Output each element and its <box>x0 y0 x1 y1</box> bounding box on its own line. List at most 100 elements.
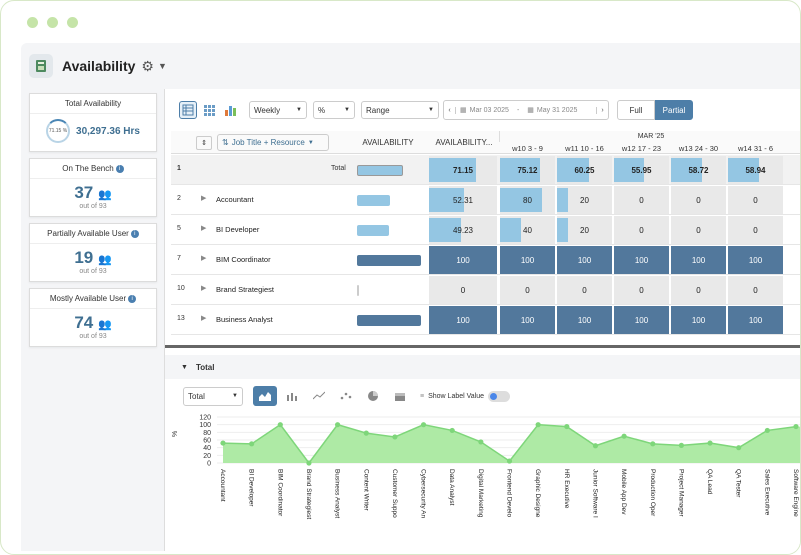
availability-cell[interactable]: 0 <box>614 186 669 214</box>
week-header[interactable]: w11 10 - 16 <box>565 143 604 153</box>
availability-cell[interactable]: 100 <box>500 306 555 334</box>
grid-view-button[interactable] <box>179 101 197 119</box>
availability-cell[interactable]: 0 <box>671 186 726 214</box>
chart-view-button[interactable] <box>221 101 239 119</box>
chevron-down-icon[interactable]: ▼ <box>157 61 167 71</box>
pie-chart-button[interactable] <box>361 386 385 406</box>
next-arrow-icon[interactable]: › <box>596 106 608 114</box>
availability-cell[interactable]: 0 <box>671 276 726 304</box>
table-row[interactable]: 5 ▶ BI Developer 49.23 40 20 0 0 0 <box>171 215 800 245</box>
row-index: 1 <box>177 165 181 172</box>
expand-arrow-icon[interactable]: ▶ <box>201 195 207 202</box>
heatmap-view-button[interactable] <box>200 101 218 119</box>
table-row[interactable]: 10 ▶ Brand Strategiest 0 0 0 0 0 0 <box>171 275 800 305</box>
date-to[interactable]: May 31 2025 <box>536 106 578 114</box>
availability-cell[interactable]: 0 <box>557 276 612 304</box>
chart-series-select[interactable]: Total ▼ <box>183 386 243 406</box>
y-tick-label: 20 <box>203 453 211 460</box>
availability-cell[interactable]: 55.95 <box>614 156 669 184</box>
line-chart-button[interactable] <box>307 386 331 406</box>
col-availability-pct[interactable]: AVAILABILITY... <box>435 138 493 147</box>
week-header[interactable]: w13 24 - 30 <box>678 143 719 153</box>
availability-cell[interactable]: 100 <box>671 306 726 334</box>
availability-cell[interactable]: 100 <box>728 246 783 274</box>
availability-cell[interactable]: 0 <box>728 186 783 214</box>
availability-cell[interactable]: 40 <box>500 216 555 244</box>
availability-cell[interactable]: 20 <box>557 216 612 244</box>
x-tick-label: QA Lead <box>706 469 713 495</box>
fill-bar <box>429 188 464 212</box>
availability-cell[interactable]: 49.23 <box>429 216 497 244</box>
availability-cell[interactable]: 58.72 <box>671 156 726 184</box>
info-icon[interactable]: i <box>128 294 137 303</box>
row-name: Accountant <box>216 195 254 204</box>
table-row[interactable]: 13 ▶ Business Analyst 100 100 100 100 100 100 <box>171 305 800 335</box>
availability-cell[interactable]: 100 <box>614 306 669 334</box>
expand-arrow-icon[interactable]: ▶ <box>201 255 207 262</box>
date-from[interactable]: Mar 03 2025 <box>469 106 509 114</box>
availability-cell[interactable]: 0 <box>671 216 726 244</box>
area-chart-button[interactable] <box>253 386 277 406</box>
table-row[interactable]: 7 ▶ BIM Coordinator 100 100 100 100 100 100 <box>171 245 800 275</box>
availability-cell[interactable]: 0 <box>728 276 783 304</box>
dot-icon[interactable] <box>27 17 38 28</box>
data-point <box>764 427 770 434</box>
unit-select[interactable]: % ▼ <box>313 101 355 119</box>
availability-cell[interactable]: 100 <box>671 246 726 274</box>
partial-toggle-button[interactable]: Partial <box>655 100 693 120</box>
y-tick-label: 40 <box>203 445 211 452</box>
table-row[interactable]: 1 Total 71.15 75.12 60.25 55.95 58.72 58.94 <box>171 155 800 185</box>
range-select[interactable]: Range ▼ <box>361 101 439 119</box>
collapse-icon[interactable]: ▼ <box>181 363 188 371</box>
bar-chart-button[interactable] <box>280 386 304 406</box>
expand-arrow-icon[interactable]: ▶ <box>201 285 207 292</box>
prev-arrow-icon[interactable]: ‹ <box>444 106 456 114</box>
availability-cell[interactable]: 100 <box>557 306 612 334</box>
x-tick-label: Cybersecurity An <box>420 469 427 519</box>
y-axis-label: % <box>172 431 179 437</box>
availability-cell[interactable]: 100 <box>614 246 669 274</box>
cell-value: 100 <box>634 315 649 325</box>
main-panel: Weekly ▼ % ▼ Range ▼ ‹ ▦ Mar 03 2025 - ▦ Ma… <box>164 89 800 551</box>
scatter-chart-button[interactable] <box>334 386 358 406</box>
availability-cell[interactable]: 71.15 <box>429 156 497 184</box>
availability-cell[interactable]: 100 <box>557 246 612 274</box>
expand-arrow-icon[interactable]: ▶ <box>201 225 207 232</box>
availability-cell[interactable]: 0 <box>728 216 783 244</box>
availability-cell[interactable]: 80 <box>500 186 555 214</box>
availability-cell[interactable]: 100 <box>500 246 555 274</box>
period-select[interactable]: Weekly ▼ <box>249 101 307 119</box>
availability-cell[interactable]: 0 <box>614 216 669 244</box>
data-point <box>678 442 685 448</box>
availability-cell[interactable]: 0 <box>429 276 497 304</box>
expand-arrow-icon[interactable]: ▶ <box>201 315 207 322</box>
availability-cell[interactable]: 0 <box>500 276 555 304</box>
full-toggle-button[interactable]: Full <box>617 100 655 120</box>
group-by-select[interactable]: ⇅ Job Title + Resource ▼ <box>217 134 329 151</box>
col-availability[interactable]: AVAILABILITY <box>362 138 414 147</box>
data-point <box>592 443 599 449</box>
dot-icon[interactable] <box>67 17 78 28</box>
availability-cell[interactable]: 60.25 <box>557 156 612 184</box>
gear-icon[interactable]: ⚙ <box>141 57 154 74</box>
show-label-toggle[interactable] <box>488 390 511 402</box>
availability-cell[interactable]: 58.94 <box>728 156 783 184</box>
week-header[interactable]: w10 3 - 9 <box>512 143 543 153</box>
availability-cell[interactable]: 100 <box>728 306 783 334</box>
week-header[interactable]: w14 31 - 6 <box>737 143 774 153</box>
stacked-chart-button[interactable] <box>388 386 412 406</box>
info-icon[interactable]: i <box>130 229 139 238</box>
availability-cell[interactable]: 100 <box>429 246 497 274</box>
info-icon[interactable]: i <box>115 164 124 173</box>
card-title: Partially Available User <box>47 229 129 238</box>
availability-cell[interactable]: 52.31 <box>429 186 497 214</box>
table-row[interactable]: 2 ▶ Accountant 52.31 80 20 0 0 0 <box>171 185 800 215</box>
availability-cell[interactable]: 20 <box>557 186 612 214</box>
collapse-toggle-button[interactable]: ⇕ <box>196 136 212 150</box>
availability-cell[interactable]: 75.12 <box>500 156 555 184</box>
week-header[interactable]: w12 17 - 23 <box>621 143 662 153</box>
fill-bar <box>500 218 522 242</box>
availability-cell[interactable]: 100 <box>429 306 497 334</box>
dot-icon[interactable] <box>47 17 58 28</box>
availability-cell[interactable]: 0 <box>614 276 669 304</box>
